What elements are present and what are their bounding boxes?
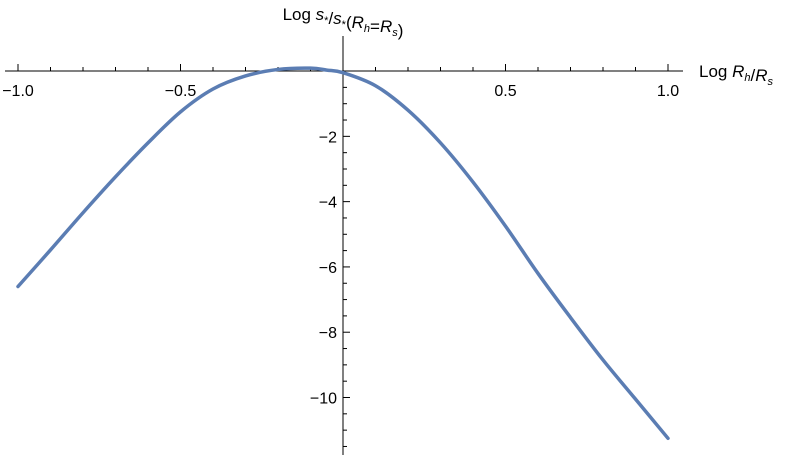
y-tick-label: −4 bbox=[319, 195, 337, 212]
y-axis-title: Log s*/s*(Rh=Rs) bbox=[283, 5, 404, 40]
series-line bbox=[16, 66, 670, 441]
x-tick-label: −0.5 bbox=[165, 83, 197, 100]
x-tick-label: −1.0 bbox=[2, 83, 34, 100]
x-axis-title: Log Rh/Rs bbox=[699, 62, 774, 88]
y-tick-label: −6 bbox=[319, 260, 337, 277]
y-tick-label: −10 bbox=[310, 391, 337, 408]
y-tick-label: −2 bbox=[319, 129, 337, 146]
x-tick-label: 0.5 bbox=[494, 83, 516, 100]
axis-labels: −1.0 −0.5 0.5 1.0 −2 −4 −6 −8 −10 Log Rh/Rs Log s*… bbox=[2, 5, 773, 408]
axes bbox=[5, 36, 683, 455]
y-tick-label: −8 bbox=[319, 325, 337, 342]
data-series bbox=[16, 66, 670, 441]
x-tick-label: 1.0 bbox=[657, 83, 679, 100]
